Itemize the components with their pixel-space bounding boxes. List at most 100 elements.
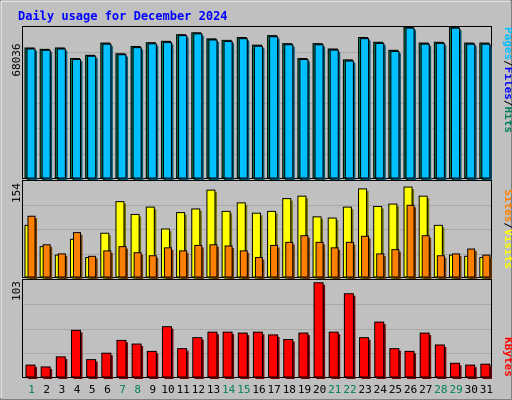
- label-files: Files: [502, 67, 512, 100]
- x-tick-label: 16: [252, 383, 265, 396]
- files-bar: [435, 42, 447, 180]
- files-bar: [405, 27, 417, 180]
- x-tick-label: 9: [150, 383, 157, 396]
- sites-bar: [88, 255, 98, 279]
- sites-bar: [467, 248, 477, 279]
- sites-bar: [163, 247, 174, 279]
- sites-bar: [376, 253, 386, 279]
- files-bar: [102, 43, 113, 180]
- files-bar: [329, 49, 341, 180]
- files-bar: [420, 43, 432, 180]
- x-tick-label: 21: [328, 383, 341, 396]
- files-bar: [56, 48, 68, 180]
- kbytes-bar: [328, 331, 341, 379]
- sites-bar: [224, 245, 235, 279]
- files-bar: [284, 44, 295, 181]
- kbytes-bar: [237, 332, 250, 379]
- kbytes-bar: [298, 332, 310, 379]
- files-bar: [162, 41, 174, 181]
- x-tick-label: 12: [192, 383, 205, 396]
- sites-bar: [406, 204, 417, 279]
- files-bar: [117, 54, 128, 180]
- kbytes-bar: [101, 352, 113, 379]
- x-tick-label: 1: [28, 383, 35, 396]
- files-bar: [451, 27, 462, 180]
- files-bar: [193, 33, 204, 180]
- files-bar: [269, 36, 280, 180]
- kbytes-bar: [222, 331, 235, 379]
- kbytes-bar: [207, 331, 219, 379]
- kbytes-bar: [374, 321, 386, 379]
- kbytes-bar: [450, 362, 462, 379]
- sites-bar: [133, 252, 144, 279]
- files-bar: [481, 43, 492, 180]
- sites-bar: [148, 255, 159, 279]
- kbytes-bar: [343, 293, 356, 379]
- sites-bar: [57, 253, 68, 279]
- kbytes-bar: [404, 350, 417, 379]
- label-separator: /: [502, 222, 512, 229]
- sites-bar: [345, 241, 356, 279]
- x-tick-label: 17: [268, 383, 281, 396]
- sites-bar: [452, 253, 462, 279]
- ymax-label: 103: [10, 281, 23, 301]
- sites-bar: [300, 235, 310, 279]
- files-bar: [41, 49, 53, 181]
- label-sites: Sites: [502, 189, 512, 222]
- x-tick-label: 4: [74, 383, 81, 396]
- sites-bar: [103, 250, 113, 279]
- sites-bar: [482, 254, 492, 279]
- x-tick-label: 27: [419, 383, 432, 396]
- sites-bar: [270, 244, 280, 279]
- kbytes-bar: [116, 339, 128, 379]
- files-bar: [26, 48, 37, 180]
- sites-bar: [209, 244, 219, 279]
- kbytes-bar: [434, 344, 447, 379]
- sites-bar: [421, 235, 432, 279]
- kbytes-bar: [70, 329, 83, 379]
- files-bar: [208, 39, 219, 180]
- kbytes-bar: [161, 326, 174, 379]
- files-bar: [223, 41, 235, 180]
- kbytes-bar: [252, 331, 265, 379]
- kbytes-bar: [465, 364, 477, 379]
- x-tick-label: 26: [404, 383, 417, 396]
- x-tick-label: 3: [59, 383, 66, 396]
- files-bar: [132, 47, 144, 181]
- x-tick-label: 6: [104, 383, 111, 396]
- sites-bar: [285, 241, 295, 279]
- x-tick-label: 24: [374, 383, 388, 396]
- sites-bar: [391, 249, 401, 279]
- x-tick-label: 25: [389, 383, 402, 396]
- files-bar: [466, 43, 477, 180]
- label-pages: Pages: [502, 27, 512, 60]
- sites-bar: [361, 235, 371, 279]
- sites-bar: [27, 215, 37, 279]
- kbytes-bar: [480, 363, 492, 379]
- kbytes-bar: [419, 332, 432, 379]
- kbytes-bar: [268, 334, 280, 379]
- files-bar: [314, 44, 326, 181]
- x-tick-label: 30: [465, 383, 478, 396]
- kbytes-bar: [283, 338, 295, 379]
- sites-bar: [194, 244, 204, 279]
- chart-title: Daily usage for December 2024: [18, 9, 228, 23]
- kbytes-bar: [131, 343, 144, 379]
- sites-bar: [330, 247, 341, 279]
- files-bar: [238, 38, 250, 181]
- axis-label-sites-visits: Sites/Visits: [502, 189, 512, 269]
- sites-bar: [118, 246, 128, 279]
- kbytes-bar: [177, 348, 189, 379]
- x-tick-label: 20: [313, 383, 326, 396]
- files-bar: [71, 58, 83, 181]
- kbytes-bar: [40, 366, 53, 379]
- x-tick-label: 5: [89, 383, 96, 396]
- x-tick-label: 23: [359, 383, 372, 396]
- sites-bar: [436, 255, 447, 279]
- x-tick-label: 13: [207, 383, 220, 396]
- label-separator: /: [502, 100, 512, 107]
- axis-label-kbytes: KBytes: [502, 337, 512, 377]
- sites-bar: [315, 241, 326, 279]
